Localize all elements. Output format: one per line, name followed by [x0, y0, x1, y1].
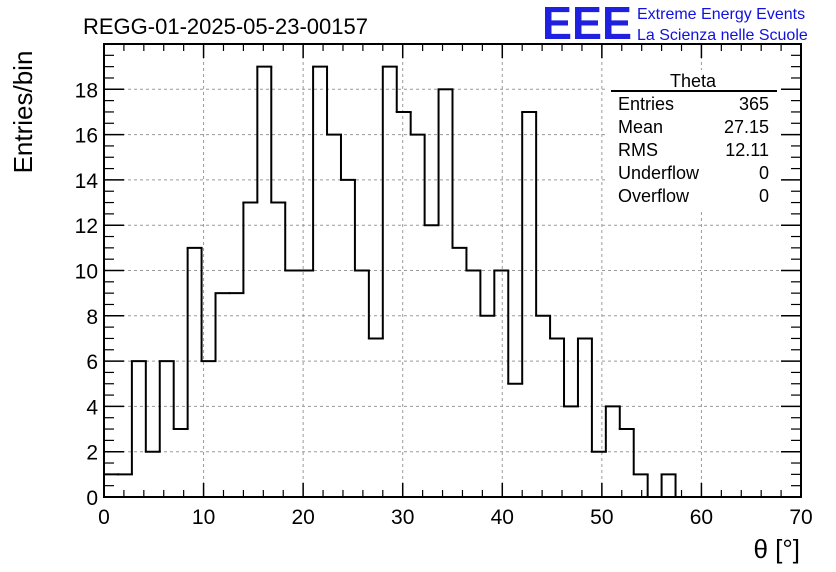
x-tick-label: 50	[590, 506, 613, 529]
stats-row-label: Overflow	[618, 186, 690, 206]
x-axis-title: θ [°]	[753, 534, 800, 564]
y-tick-label: 0	[86, 487, 98, 510]
y-tick-label: 10	[75, 261, 98, 284]
axis-ticks	[103, 44, 802, 498]
stats-box-bg	[608, 70, 780, 210]
stats-row-value: 365	[739, 94, 769, 114]
logo-line2: La Scienza nelle Scuole	[637, 27, 808, 44]
x-tick-label: 60	[690, 506, 713, 529]
stats-title: Theta	[670, 71, 717, 91]
x-tick-label: 70	[789, 506, 812, 529]
stats-row-label: Entries	[618, 94, 674, 114]
axis-tick-labels: 0 10 20 30 40 50 60 70 0 2 4 6 8 10 12 14 16 18	[75, 79, 813, 529]
y-tick-label: 2	[86, 442, 98, 465]
x-tick-label: 20	[291, 506, 314, 529]
stats-row-value: 27.15	[724, 117, 769, 137]
stats-row-label: Underflow	[618, 163, 700, 183]
chart-title: REGG-01-2025-05-23-00157	[83, 14, 368, 39]
y-tick-label: 8	[86, 306, 98, 329]
stats-row-value: 12.11	[725, 140, 769, 160]
y-tick-label: 6	[86, 351, 98, 374]
stats-row-value: 0	[759, 163, 769, 183]
y-tick-label: 18	[75, 79, 98, 102]
x-tick-label: 10	[192, 506, 215, 529]
stats-rows: Entries 365 Mean 27.15 RMS 12.11 Underflow 0 Ove…	[618, 94, 769, 206]
stats-row-label: Mean	[618, 117, 663, 137]
x-tick-label: 0	[98, 506, 110, 529]
histogram-bars	[103, 65, 691, 498]
stats-row-label: RMS	[618, 140, 658, 160]
stats-box: Theta Entries 365 Mean 27.15 RMS 12.11 Underfl…	[608, 70, 780, 210]
x-tick-label: 40	[491, 506, 514, 529]
y-tick-label: 4	[86, 396, 98, 419]
y-tick-label: 14	[75, 170, 99, 193]
y-tick-label: 12	[75, 215, 98, 238]
logo-text: EEE	[542, 0, 632, 49]
logo-line1: Extreme Energy Events	[637, 6, 805, 23]
stats-row-value: 0	[759, 186, 769, 206]
y-tick-label: 16	[75, 125, 98, 148]
y-axis-title: Entries/bin	[8, 51, 38, 174]
eee-logo: EEE Extreme Energy Events La Scienza nel…	[542, 0, 808, 49]
x-tick-label: 30	[391, 506, 414, 529]
